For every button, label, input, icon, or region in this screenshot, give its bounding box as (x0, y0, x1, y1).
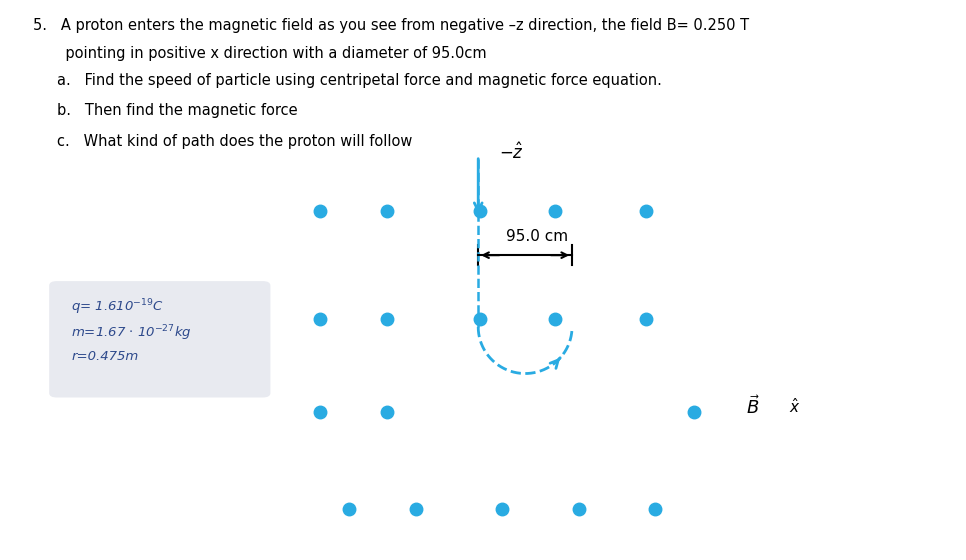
Text: b.   Then find the magnetic force: b. Then find the magnetic force (57, 104, 298, 119)
Text: 95.0 cm: 95.0 cm (505, 229, 568, 244)
Text: $-\hat{z}$: $-\hat{z}$ (499, 143, 525, 164)
Text: 5.   A proton enters the magnetic field as you see from negative –z direction, t: 5. A proton enters the magnetic field as… (33, 18, 749, 33)
Text: a.   Find the speed of particle using centripetal force and magnetic force equat: a. Find the speed of particle using cent… (57, 73, 662, 88)
Text: c.   What kind of path does the proton will follow: c. What kind of path does the proton wil… (57, 134, 412, 149)
Text: pointing in positive x direction with a diameter of 95.0cm: pointing in positive x direction with a … (33, 45, 487, 60)
FancyBboxPatch shape (49, 281, 270, 398)
Text: $\hat{x}$: $\hat{x}$ (789, 398, 801, 416)
Text: q= 1.610$^{-19}$C: q= 1.610$^{-19}$C (71, 298, 164, 318)
Text: r=0.475m: r=0.475m (71, 349, 138, 362)
Text: m=1.67 $\cdot$ 10$^{-27}$kg: m=1.67 $\cdot$ 10$^{-27}$kg (71, 323, 192, 343)
Text: $\vec{B}$: $\vec{B}$ (747, 395, 760, 418)
